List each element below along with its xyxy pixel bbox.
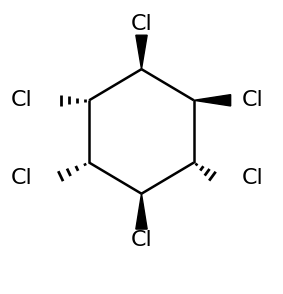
Polygon shape bbox=[136, 194, 147, 229]
Text: Cl: Cl bbox=[242, 168, 264, 188]
Polygon shape bbox=[194, 95, 231, 106]
Text: Cl: Cl bbox=[11, 90, 33, 110]
Polygon shape bbox=[136, 35, 147, 69]
Text: Cl: Cl bbox=[242, 90, 264, 110]
Text: Cl: Cl bbox=[11, 168, 33, 188]
Text: Cl: Cl bbox=[131, 230, 152, 250]
Text: Cl: Cl bbox=[131, 14, 152, 34]
